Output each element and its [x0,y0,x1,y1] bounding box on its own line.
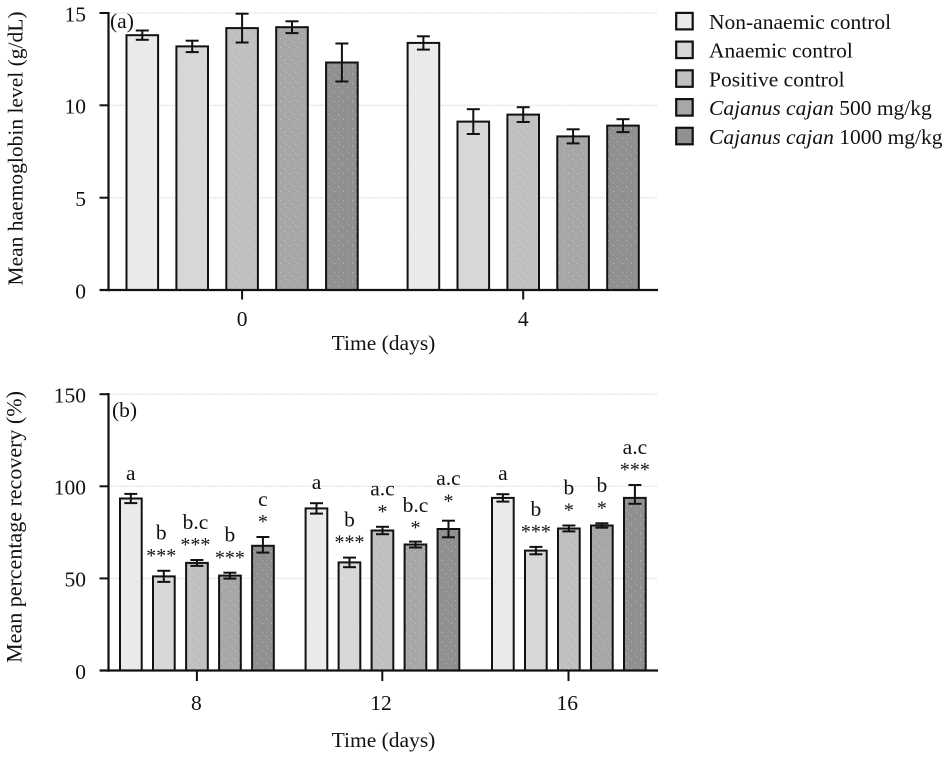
svg-text:*: * [378,501,388,523]
svg-text:Mean percentage recovery (%): Mean percentage recovery (%) [2,391,27,663]
svg-text:b: b [531,497,542,521]
svg-text:a: a [312,470,322,494]
svg-text:100: 100 [54,476,86,500]
svg-text:b: b [564,475,575,499]
svg-text:b: b [344,508,355,532]
svg-text:50: 50 [65,568,87,592]
svg-text:***: *** [335,532,365,554]
svg-text:***: *** [620,459,650,481]
svg-text:a.c: a.c [623,435,647,459]
svg-text:a.c: a.c [370,477,394,501]
svg-text:16: 16 [557,691,579,715]
svg-text:Positive control: Positive control [709,67,845,91]
svg-text:12: 12 [370,691,392,715]
svg-text:*: * [597,497,607,519]
svg-text:Non-anaemic control: Non-anaemic control [709,10,891,34]
svg-text:*: * [444,490,454,512]
svg-text:(b): (b) [112,398,137,422]
svg-text:Time (days): Time (days) [332,331,436,355]
svg-text:***: *** [146,545,176,567]
svg-text:8: 8 [191,691,202,715]
svg-text:a: a [498,461,508,485]
svg-text:(a): (a) [110,9,134,33]
svg-text:0: 0 [75,279,86,303]
svg-text:Cajanus cajan 500 mg/kg: Cajanus cajan 500 mg/kg [709,96,932,120]
svg-text:Mean haemoglobin level (g/dL): Mean haemoglobin level (g/dL) [3,11,27,285]
svg-text:b.c: b.c [403,493,429,517]
svg-text:***: *** [521,521,551,543]
svg-text:b: b [597,473,608,497]
svg-text:0: 0 [75,660,86,684]
svg-text:15: 15 [65,2,87,26]
svg-text:a: a [126,461,136,485]
svg-text:4: 4 [518,307,529,331]
svg-text:***: *** [215,547,245,569]
svg-text:a.c: a.c [436,466,460,490]
svg-text:5: 5 [75,187,86,211]
svg-text:Time (days): Time (days) [332,728,436,752]
svg-text:*: * [258,511,268,533]
svg-text:c: c [258,487,268,511]
svg-text:b: b [225,523,236,547]
svg-text:b.c: b.c [183,510,209,534]
svg-text:***: *** [180,534,210,556]
svg-text:*: * [411,517,421,539]
svg-text:10: 10 [65,95,87,119]
svg-text:0: 0 [237,307,248,331]
svg-text:150: 150 [54,384,86,408]
svg-text:b: b [156,521,167,545]
svg-text:Anaemic control: Anaemic control [709,39,853,63]
svg-text:*: * [564,500,574,522]
svg-text:Cajanus cajan 1000 mg/kg: Cajanus cajan 1000 mg/kg [709,125,943,149]
